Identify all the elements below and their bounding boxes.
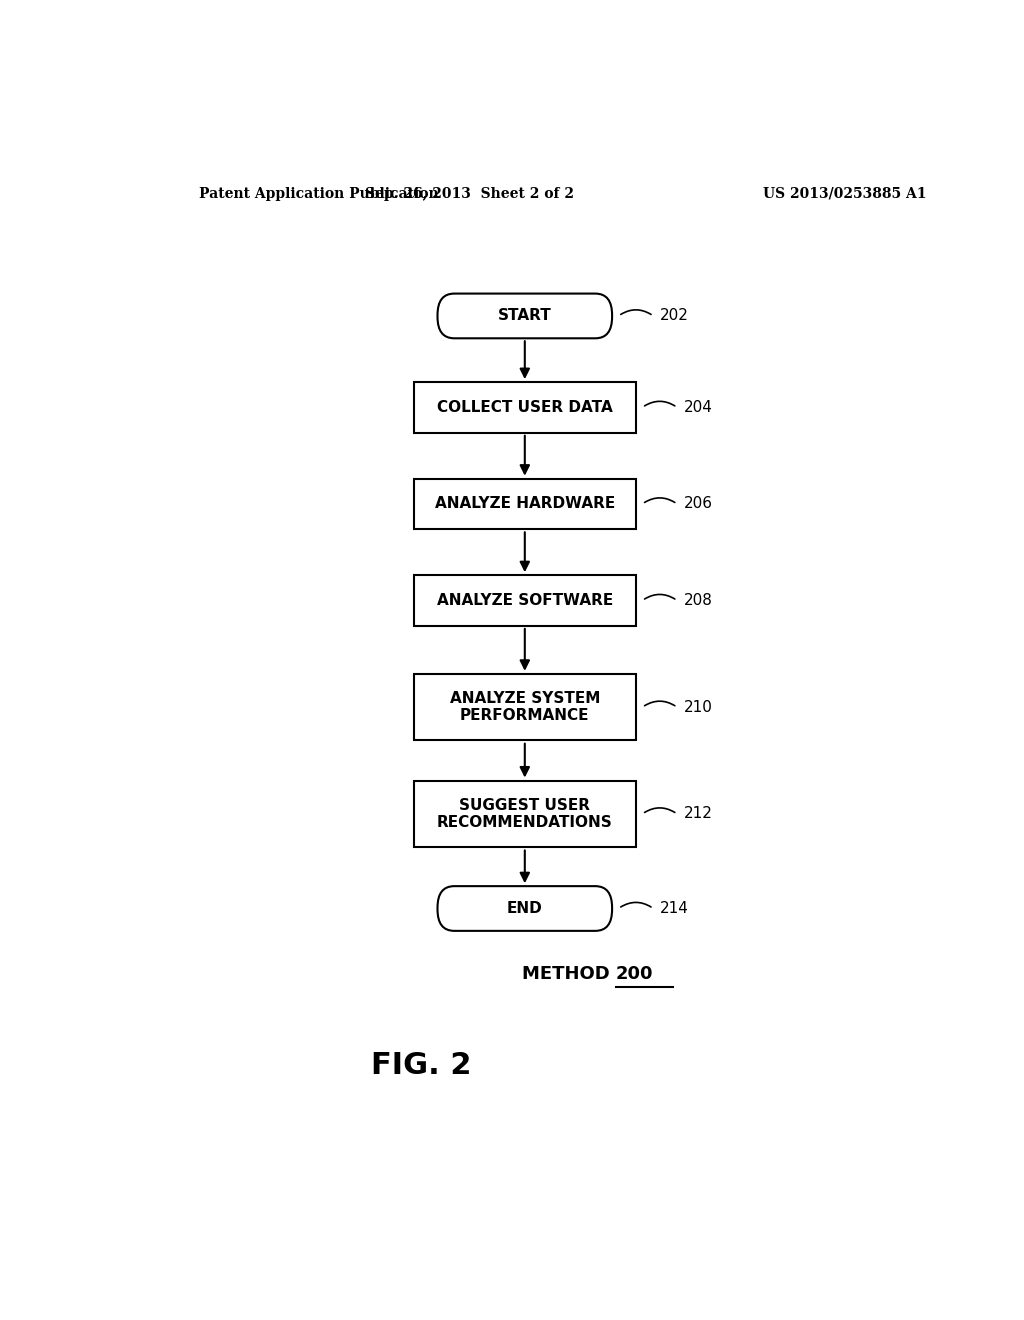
Text: END: END xyxy=(507,902,543,916)
Text: 204: 204 xyxy=(684,400,713,414)
Text: ANALYZE HARDWARE: ANALYZE HARDWARE xyxy=(434,496,615,511)
FancyBboxPatch shape xyxy=(414,781,636,847)
Text: Sep. 26, 2013  Sheet 2 of 2: Sep. 26, 2013 Sheet 2 of 2 xyxy=(365,187,573,201)
FancyBboxPatch shape xyxy=(414,381,636,433)
Text: SUGGEST USER
RECOMMENDATIONS: SUGGEST USER RECOMMENDATIONS xyxy=(437,797,612,830)
Text: 200: 200 xyxy=(616,965,653,982)
Text: 210: 210 xyxy=(684,700,713,714)
Text: START: START xyxy=(498,309,552,323)
Text: ANALYZE SOFTWARE: ANALYZE SOFTWARE xyxy=(436,593,613,609)
FancyBboxPatch shape xyxy=(414,576,636,626)
FancyBboxPatch shape xyxy=(414,479,636,529)
FancyBboxPatch shape xyxy=(414,675,636,741)
Text: METHOD: METHOD xyxy=(522,965,616,982)
Text: 202: 202 xyxy=(659,309,688,323)
Text: 206: 206 xyxy=(684,496,713,511)
Text: Patent Application Publication: Patent Application Publication xyxy=(200,187,439,201)
Text: US 2013/0253885 A1: US 2013/0253885 A1 xyxy=(763,187,927,201)
Text: 208: 208 xyxy=(684,593,713,609)
FancyBboxPatch shape xyxy=(437,293,612,338)
FancyBboxPatch shape xyxy=(437,886,612,931)
Text: FIG. 2: FIG. 2 xyxy=(372,1051,472,1080)
Text: 212: 212 xyxy=(684,807,713,821)
Text: COLLECT USER DATA: COLLECT USER DATA xyxy=(437,400,612,414)
Text: ANALYZE SYSTEM
PERFORMANCE: ANALYZE SYSTEM PERFORMANCE xyxy=(450,692,600,723)
Text: 214: 214 xyxy=(659,902,688,916)
